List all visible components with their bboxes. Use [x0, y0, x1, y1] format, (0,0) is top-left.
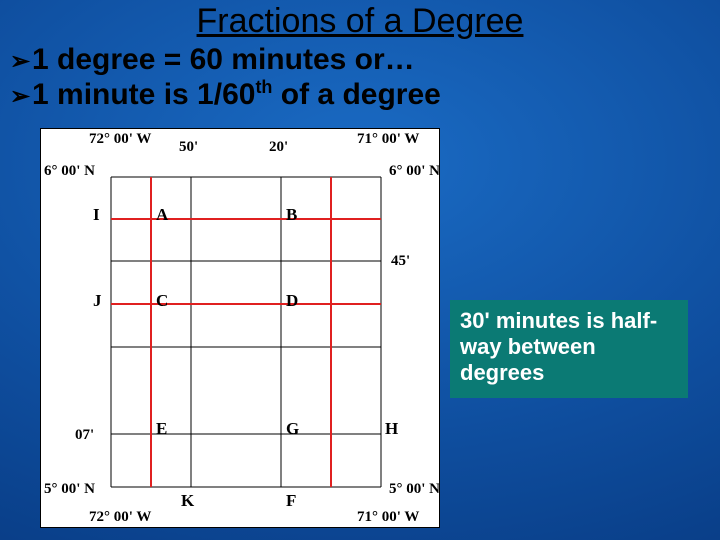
axis-label-right-1: 6° 00' N: [389, 163, 440, 180]
bullet-2-sup: th: [255, 77, 272, 97]
point-I: I: [93, 205, 100, 225]
axis-label-right-2: 45': [391, 253, 410, 270]
axis-label-right-3: 5° 00' N: [389, 481, 440, 498]
point-B: B: [286, 205, 297, 225]
coordinate-grid-chart: 72° 00' W 50' 20' 71° 00' W 6° 00' N 07'…: [40, 128, 440, 528]
callout-line-1: 30' minutes is half-: [460, 308, 657, 333]
axis-label-top-2: 50': [179, 139, 198, 156]
callout-line-3: degrees: [460, 360, 544, 385]
axis-label-top-4: 71° 00' W: [357, 131, 419, 148]
axis-label-left-2: 07': [75, 427, 94, 444]
point-G: G: [286, 419, 299, 439]
point-E: E: [156, 419, 167, 439]
callout-line-2: way between: [460, 334, 596, 359]
page-title: Fractions of a Degree: [0, 2, 720, 41]
bullet-2-pre: 1 minute is 1/60: [32, 78, 255, 111]
axis-label-bottom-2: 71° 00' W: [357, 509, 419, 526]
bullet-2: ➢ 1 minute is 1/60th of a degree: [10, 77, 441, 112]
bullet-1: ➢ 1 degree = 60 minutes or…: [10, 42, 441, 77]
point-J: J: [93, 291, 102, 311]
axis-label-left-3: 5° 00' N: [44, 481, 95, 498]
bullet-2-post: of a degree: [272, 78, 440, 111]
point-C: C: [156, 291, 168, 311]
point-H: H: [385, 419, 398, 439]
point-A: A: [156, 205, 168, 225]
bullet-arrow-icon: ➢: [10, 48, 32, 76]
point-F: F: [286, 491, 296, 511]
axis-label-bottom-1: 72° 00' W: [89, 509, 151, 526]
bullet-1-text: 1 degree = 60 minutes or…: [32, 42, 415, 77]
point-D: D: [286, 291, 298, 311]
point-K: K: [181, 491, 194, 511]
axis-label-top-1: 72° 00' W: [89, 131, 151, 148]
axis-label-top-3: 20': [269, 139, 288, 156]
bullet-2-text: 1 minute is 1/60th of a degree: [32, 77, 441, 112]
callout-box: 30' minutes is half- way between degrees: [450, 300, 688, 398]
bullet-list: ➢ 1 degree = 60 minutes or… ➢ 1 minute i…: [10, 42, 441, 113]
grid-svg: [41, 129, 441, 529]
axis-label-left-1: 6° 00' N: [44, 163, 95, 180]
bullet-arrow-icon: ➢: [10, 83, 32, 111]
